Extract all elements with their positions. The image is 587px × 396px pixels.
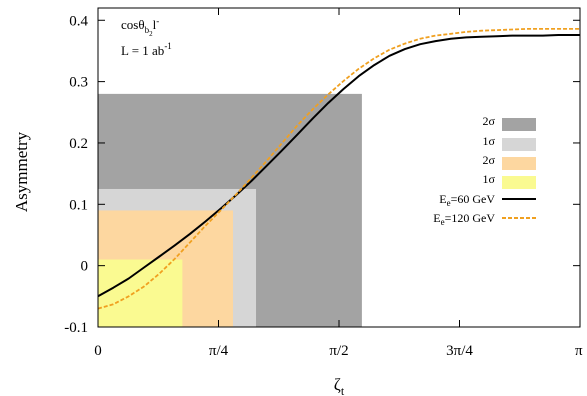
y-tick-label: 0.2	[69, 136, 88, 152]
x-tick-label: π/4	[209, 343, 229, 359]
legend-label-region-3: 2σ	[483, 153, 496, 167]
y-tick-label: 0	[81, 259, 89, 275]
legend-label-series-1: Ee=60 GeV	[439, 192, 495, 208]
y-tick-label: -0.1	[64, 320, 88, 336]
legend-label-region-4: 1σ	[483, 172, 496, 186]
y-axis-label: Asymmetry	[12, 131, 31, 212]
series-lines	[97, 27, 580, 310]
series-line-1	[97, 34, 580, 298]
x-axis-label-symbol: ζ	[334, 375, 341, 394]
x-axis-label: ζt	[334, 375, 345, 396]
annotation-luminosity: L = 1 ab-1	[121, 41, 172, 58]
series-line-2	[97, 27, 580, 310]
sensitivity-regions	[98, 93, 362, 327]
x-tick-labels: 0 π/4 π/2 3π/4 π	[94, 343, 583, 359]
legend-swatch-region-2	[502, 138, 536, 151]
x-tick-label: π/2	[329, 343, 348, 359]
x-tick-label: 3π/4	[446, 343, 473, 359]
x-tick-label: 0	[94, 343, 102, 359]
legend-label-region-1: 2σ	[483, 114, 496, 128]
y-tick-labels: -0.1 0 0.1 0.2 0.3 0.4	[64, 13, 88, 336]
x-axis-label-subscript: t	[341, 384, 345, 396]
y-tick-label: 0.4	[69, 13, 88, 29]
legend: 2σ 1σ 2σ 1σ Ee=60 GeV Ee=120 GeV	[433, 114, 536, 227]
legend-swatch-region-1	[502, 118, 536, 131]
annotation-observable: cosθb2l-	[121, 16, 159, 38]
axis-ticks	[97, 8, 581, 328]
y-tick-label: 0.3	[69, 75, 88, 91]
legend-swatch-region-3	[502, 157, 536, 170]
x-tick-label: π	[575, 343, 583, 359]
y-tick-label: 0.1	[69, 197, 88, 213]
legend-swatch-region-4	[502, 176, 536, 189]
legend-label-region-2: 1σ	[483, 134, 496, 148]
legend-label-series-2: Ee=120 GeV	[433, 211, 495, 227]
